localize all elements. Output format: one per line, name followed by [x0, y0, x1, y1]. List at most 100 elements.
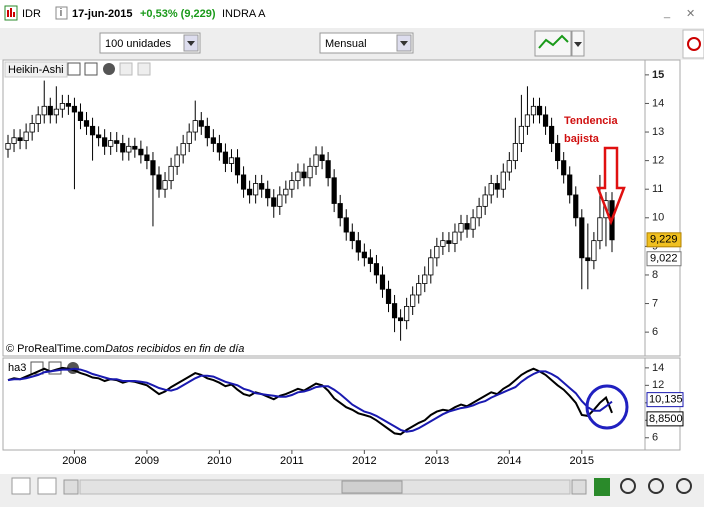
- ref-price-label: 9,022: [650, 253, 678, 265]
- candle-body: [234, 157, 241, 176]
- y-tick-label: 11: [652, 183, 663, 195]
- y-tick-label: 6: [652, 326, 658, 338]
- y-tick-label: 12: [652, 155, 664, 167]
- x-tick-label: 2013: [425, 455, 449, 467]
- info-icon[interactable]: [55, 6, 68, 20]
- series-last-box: [646, 411, 684, 427]
- quantity: 100 unidades: [105, 38, 172, 50]
- candle-body: [573, 194, 579, 219]
- candle-body: [591, 240, 597, 262]
- y-tick-label: 10: [652, 212, 664, 224]
- candle-body: [379, 274, 386, 290]
- candle-body: [253, 183, 259, 196]
- candle-body: [343, 217, 349, 233]
- candle-body: [536, 105, 543, 116]
- candle-body: [446, 240, 452, 244]
- candle-body: [96, 134, 102, 139]
- candle-body: [367, 257, 374, 264]
- data-note: Datos recibidos en fin de día: [105, 343, 244, 355]
- last-price-box: [646, 232, 682, 248]
- y-tick-label: 14: [652, 362, 664, 374]
- indicator-line: [7, 366, 613, 436]
- candle-body: [150, 160, 156, 176]
- candle-body: [440, 240, 446, 247]
- candle-body: [204, 125, 210, 139]
- series-last-box: [646, 392, 684, 408]
- candle-body: [47, 105, 53, 116]
- period-dropdown[interactable]: [319, 32, 414, 54]
- candle-body: [397, 317, 404, 322]
- candle-body: [325, 160, 331, 179]
- candle-body: [186, 131, 192, 144]
- side-tool[interactable]: [682, 29, 704, 59]
- candle-body: [307, 165, 313, 179]
- x-tick-label: 2012: [352, 455, 376, 467]
- candle-body: [180, 143, 186, 156]
- candle-body: [271, 197, 277, 207]
- down-icon[interactable]: [137, 62, 151, 76]
- candle-body: [222, 151, 229, 164]
- candle-body: [597, 217, 603, 242]
- scroll-thumb[interactable]: [341, 480, 403, 494]
- candle-body: [530, 105, 537, 116]
- close[interactable]: ✕: [686, 8, 695, 20]
- settings-icon[interactable]: [67, 62, 81, 76]
- maximize-icon[interactable]: [84, 62, 98, 76]
- quantity-dropdown[interactable]: [99, 32, 201, 54]
- indicator-title: ha3: [8, 362, 26, 374]
- candle-body: [168, 165, 174, 182]
- candle-body: [434, 245, 440, 259]
- zoom-out[interactable]: [648, 478, 664, 494]
- candle-body: [518, 125, 525, 144]
- minimize[interactable]: _: [663, 7, 671, 19]
- candle-body: [561, 160, 567, 176]
- candle-body: [410, 294, 416, 307]
- candle-body: [126, 145, 132, 153]
- candle-body: [494, 183, 500, 190]
- chart-type-button[interactable]: [534, 30, 572, 57]
- candle-body: [228, 157, 235, 164]
- candle-body: [162, 180, 168, 190]
- dropdown-arrow: [400, 41, 408, 46]
- candle-body: [41, 105, 47, 116]
- scrollbar[interactable]: [79, 479, 571, 495]
- candle-body: [313, 154, 319, 167]
- candle-body: [512, 143, 518, 162]
- export-icon[interactable]: [594, 478, 610, 496]
- y-tick-label: 8: [652, 269, 658, 281]
- nav-icon[interactable]: [11, 477, 31, 495]
- remove-icon[interactable]: [103, 63, 115, 75]
- annotation: bajista: [564, 133, 600, 145]
- candle-body: [156, 174, 162, 190]
- y-tick-label: 15: [652, 69, 664, 81]
- cursor-icon[interactable]: [37, 477, 57, 495]
- candle-body: [524, 114, 531, 127]
- date: 17-jun-2015: [72, 8, 133, 20]
- candle-body: [567, 174, 573, 196]
- candle-body: [114, 140, 120, 144]
- candle-body: [482, 194, 488, 207]
- candle-body: [138, 148, 144, 156]
- dropdown-arrow: [574, 42, 582, 47]
- candle-body: [500, 171, 506, 190]
- zoom-in[interactable]: [676, 478, 692, 494]
- candle-body: [144, 154, 150, 162]
- candle-body: [5, 143, 11, 150]
- candle-body: [174, 154, 180, 167]
- scroll-left[interactable]: [63, 479, 79, 495]
- candle-body: [35, 114, 41, 124]
- candle-body: [23, 131, 29, 142]
- candle-body: [319, 154, 325, 162]
- scroll-right[interactable]: [571, 479, 587, 495]
- y-tick-label: 6: [652, 432, 658, 444]
- series-last-label: 8,8500: [649, 413, 683, 425]
- candle-body: [331, 177, 337, 204]
- candle-body: [349, 231, 355, 242]
- candle-body: [385, 288, 392, 304]
- candle-body: [89, 125, 96, 136]
- zoom-fit[interactable]: [620, 478, 636, 494]
- y-tick-label: 14: [652, 97, 664, 109]
- up-icon[interactable]: [119, 62, 133, 76]
- period: Mensual: [325, 38, 367, 50]
- candle-body: [404, 306, 410, 322]
